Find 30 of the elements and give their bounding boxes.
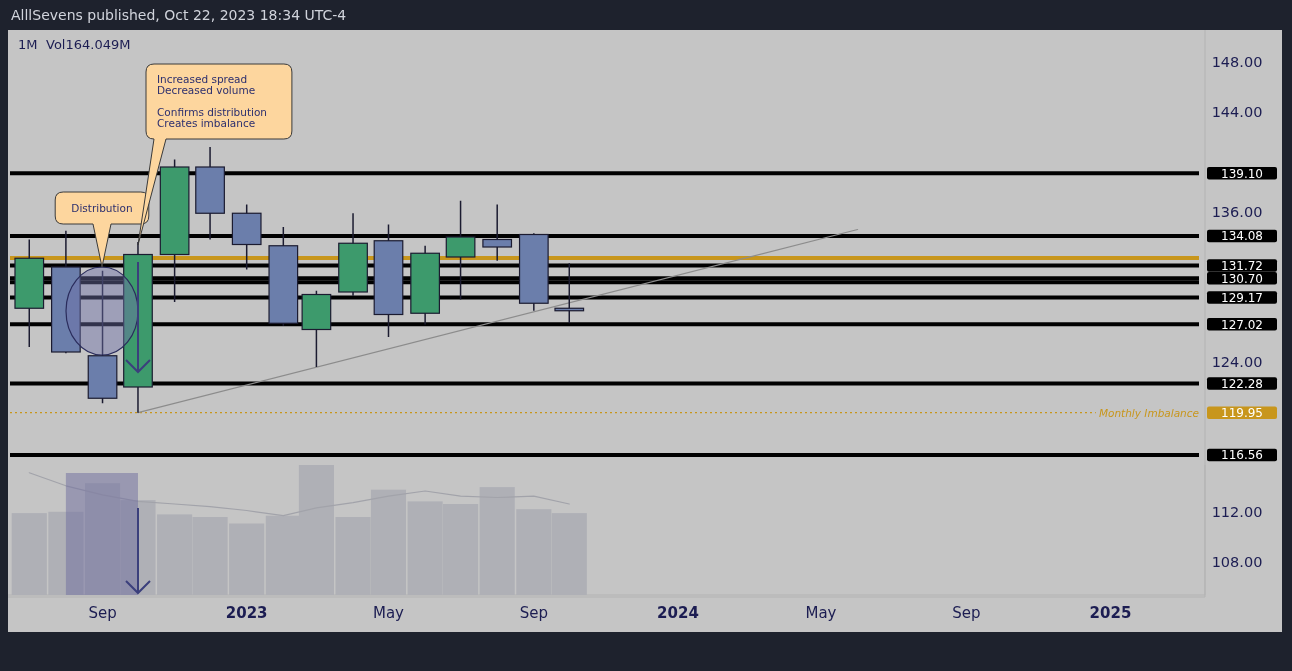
y-tick-label: 139.10 [1221, 166, 1263, 181]
x-tick-label: 2025 [1089, 604, 1132, 622]
y-tick-label: 144.00 [1211, 104, 1263, 120]
x-tick-label: 2023 [225, 604, 268, 622]
y-tick-label: 127.02 [1221, 317, 1263, 332]
y-tick-label: 148.00 [1211, 54, 1263, 70]
annotation: Distribution [71, 202, 133, 214]
annotation: Increased spread Decreased volume Confirms distribution Creates imbalance [157, 73, 268, 129]
x-tick-label: Sep [519, 604, 548, 622]
y-tick-label: 130.70 [1221, 271, 1263, 286]
y-tick-label: 129.17 [1221, 290, 1263, 305]
x-tick-label: May [805, 604, 837, 622]
y-tick-label: 116.56 [1221, 448, 1263, 463]
chart-title: Vol164.049M [46, 37, 131, 52]
x-tick-label: May [372, 604, 405, 622]
ref-line-label: Monthly Imbalance [1098, 406, 1199, 419]
text: 1M [18, 37, 38, 52]
x-tick-label: Sep [952, 604, 981, 622]
y-tick-label: 119.95 [1221, 405, 1263, 420]
y-tick-label: 122.28 [1221, 376, 1263, 391]
y-tick-label: 108.00 [1211, 554, 1263, 570]
y-tick-label: 136.00 [1211, 204, 1263, 220]
x-tick-label: Sep [88, 604, 117, 622]
y-tick-label: 124.00 [1211, 354, 1263, 370]
y-tick-label: 134.08 [1221, 229, 1263, 244]
x-tick-label: 2024 [657, 604, 699, 622]
candlestick [482, 203, 513, 262]
y-tick-label: 131.72 [1221, 258, 1263, 273]
text: AlllSevens published, Oct 22, 2023 18:34 UTC-4 [11, 7, 347, 23]
y-tick-label: 112.00 [1211, 504, 1263, 520]
